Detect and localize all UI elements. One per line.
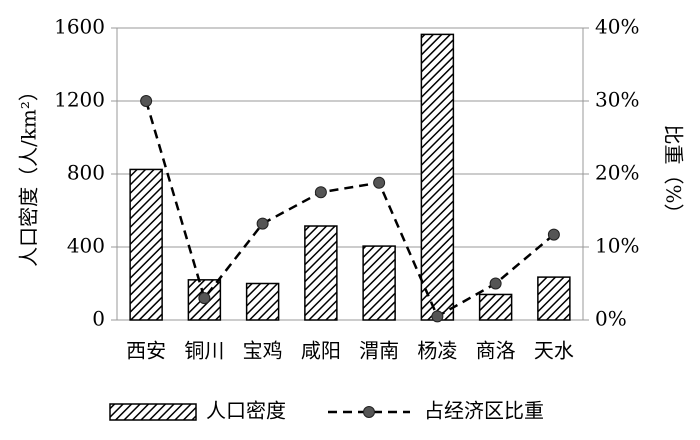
x-tick-label: 杨凌: [417, 339, 457, 363]
bar: [420, 33, 455, 321]
point: [431, 310, 444, 323]
bar: [478, 293, 513, 321]
y-tick-label: 1600: [54, 15, 105, 39]
y2-axis-title: 比重（%）: [662, 124, 686, 223]
x-tick-label: 咸阳: [301, 339, 341, 363]
y2-tick-label: 30%: [595, 88, 639, 112]
point: [547, 228, 560, 241]
point: [314, 186, 327, 199]
bar: [245, 282, 280, 321]
y-tick-label: 1200: [54, 88, 105, 112]
bar: [362, 245, 396, 321]
legend-marker: [363, 406, 375, 418]
legend-label: 人口密度: [206, 399, 286, 423]
x-tick-label: 西安: [126, 339, 166, 363]
x-tick-label: 商洛: [476, 339, 516, 363]
line: [144, 100, 555, 319]
bar: [304, 225, 338, 321]
x-tick-label: 铜川: [184, 339, 224, 363]
x-tick-label: 天水: [534, 339, 574, 363]
y-axis-title: 人口密度（人/km²）: [17, 81, 41, 267]
x-tick-label: 渭南: [359, 339, 399, 363]
point: [373, 176, 386, 189]
y-tick-label: 800: [67, 161, 105, 185]
point: [489, 277, 502, 290]
bar: [129, 168, 163, 321]
y2-tick-label: 20%: [595, 161, 639, 185]
x-tick-label: 宝鸡: [243, 339, 283, 363]
bar: [537, 276, 571, 321]
y2-tick-label: 0%: [595, 307, 627, 331]
point: [140, 95, 153, 107]
y-tick-label: 400: [67, 234, 105, 258]
point: [256, 217, 269, 230]
y2-tick-label: 10%: [595, 234, 639, 258]
point: [198, 292, 211, 305]
y2-tick-label: 40%: [595, 15, 639, 39]
legend-swatch: [109, 403, 197, 421]
legend-label: 占经济区比重: [424, 399, 544, 423]
y-tick-label: 0: [92, 307, 105, 331]
